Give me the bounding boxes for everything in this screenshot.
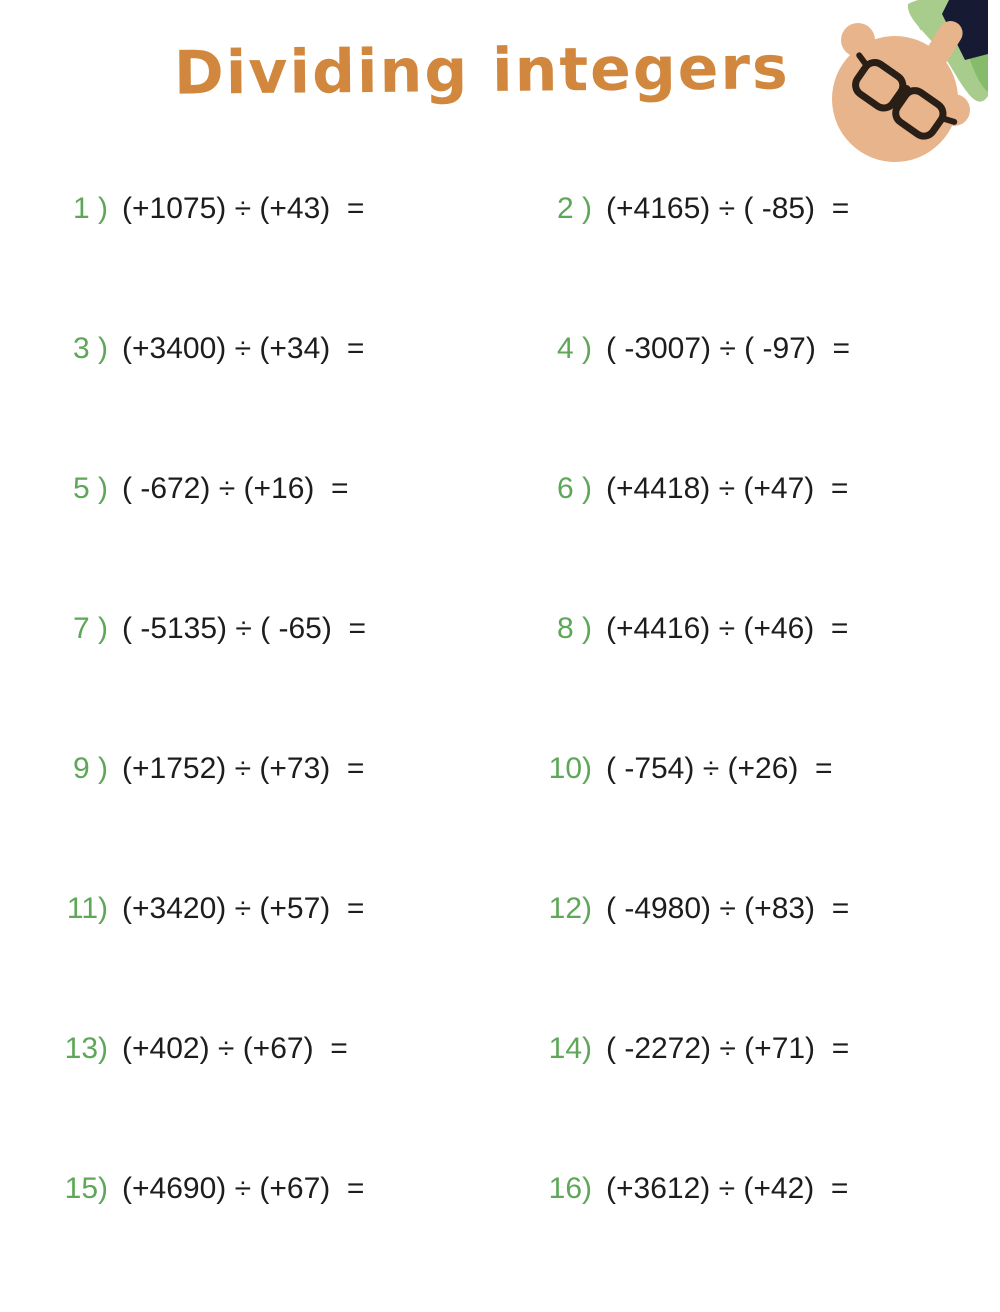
- problem-number: 7 ): [72, 612, 108, 645]
- problem-number: 11): [66, 892, 108, 925]
- problem-number: 16): [548, 1172, 592, 1205]
- problem-expression: (+3400) ÷ (+34) =: [122, 332, 365, 365]
- problem-number: 6 ): [556, 472, 592, 505]
- problem-item-10: 10) ( -754) ÷ (+26) =: [528, 752, 1000, 892]
- problem-expression: (+1752) ÷ (+73) =: [122, 752, 365, 785]
- problem-number: 5 ): [72, 472, 108, 505]
- problem-expression: (+4418) ÷ (+47) =: [606, 472, 849, 505]
- problem-expression: ( -672) ÷ (+16) =: [122, 472, 349, 505]
- problem-number: 15): [64, 1172, 108, 1205]
- problem-expression: (+3612) ÷ (+42) =: [606, 1172, 849, 1205]
- problem-expression: (+3420) ÷ (+57) =: [122, 892, 365, 925]
- problem-expression: (+402) ÷ (+67) =: [122, 1032, 348, 1065]
- page-title: Dividing integers: [173, 33, 791, 109]
- problem-expression: (+1075) ÷ (+43) =: [122, 192, 365, 225]
- problem-number: 13): [64, 1032, 108, 1065]
- problem-expression: ( -5135) ÷ ( -65) =: [122, 612, 367, 645]
- problem-number: 2 ): [556, 192, 592, 225]
- problem-number: 3 ): [72, 332, 108, 365]
- problem-expression: (+4416) ÷ (+46) =: [606, 612, 849, 645]
- problem-number: 8 ): [556, 612, 592, 645]
- problem-item-7: 7 ) ( -5135) ÷ ( -65) =: [44, 612, 528, 752]
- problem-expression: (+4165) ÷ ( -85) =: [606, 192, 850, 225]
- problem-item-15: 15) (+4690) ÷ (+67) =: [44, 1172, 528, 1312]
- problem-number: 9 ): [72, 752, 108, 785]
- problem-item-14: 14) ( -2272) ÷ (+71) =: [528, 1032, 1000, 1172]
- problem-number: 10): [548, 752, 592, 785]
- problem-item-11: 11) (+3420) ÷ (+57) =: [44, 892, 528, 1032]
- problem-number: 4 ): [556, 332, 592, 365]
- problem-expression: ( -3007) ÷ ( -97) =: [606, 332, 851, 365]
- problem-expression: ( -4980) ÷ (+83) =: [606, 892, 850, 925]
- problem-number: 12): [548, 892, 592, 925]
- problem-item-13: 13) (+402) ÷ (+67) =: [44, 1032, 528, 1172]
- problem-item-6: 6 ) (+4418) ÷ (+47) =: [528, 472, 1000, 612]
- problem-item-8: 8 ) (+4416) ÷ (+46) =: [528, 612, 1000, 752]
- problem-item-5: 5 ) ( -672) ÷ (+16) =: [44, 472, 528, 612]
- problem-number: 1 ): [72, 192, 108, 225]
- problem-item-1: 1 ) (+1075) ÷ (+43) =: [44, 192, 528, 332]
- problem-item-2: 2 ) (+4165) ÷ ( -85) =: [528, 192, 1000, 332]
- problem-item-3: 3 ) (+3400) ÷ (+34) =: [44, 332, 528, 472]
- problem-expression: ( -754) ÷ (+26) =: [606, 752, 833, 785]
- problem-item-4: 4 ) ( -3007) ÷ ( -97) =: [528, 332, 1000, 472]
- problem-item-16: 16) (+3612) ÷ (+42) =: [528, 1172, 1000, 1312]
- problem-number: 14): [548, 1032, 592, 1065]
- problem-grid: 1 ) (+1075) ÷ (+43) = 2 ) (+4165) ÷ ( -8…: [44, 192, 1000, 1312]
- problem-expression: (+4690) ÷ (+67) =: [122, 1172, 365, 1205]
- problem-expression: ( -2272) ÷ (+71) =: [606, 1032, 850, 1065]
- problem-item-9: 9 ) (+1752) ÷ (+73) =: [44, 752, 528, 892]
- worksheet-header: Dividing integers: [0, 0, 1000, 109]
- problem-item-12: 12) ( -4980) ÷ (+83) =: [528, 892, 1000, 1032]
